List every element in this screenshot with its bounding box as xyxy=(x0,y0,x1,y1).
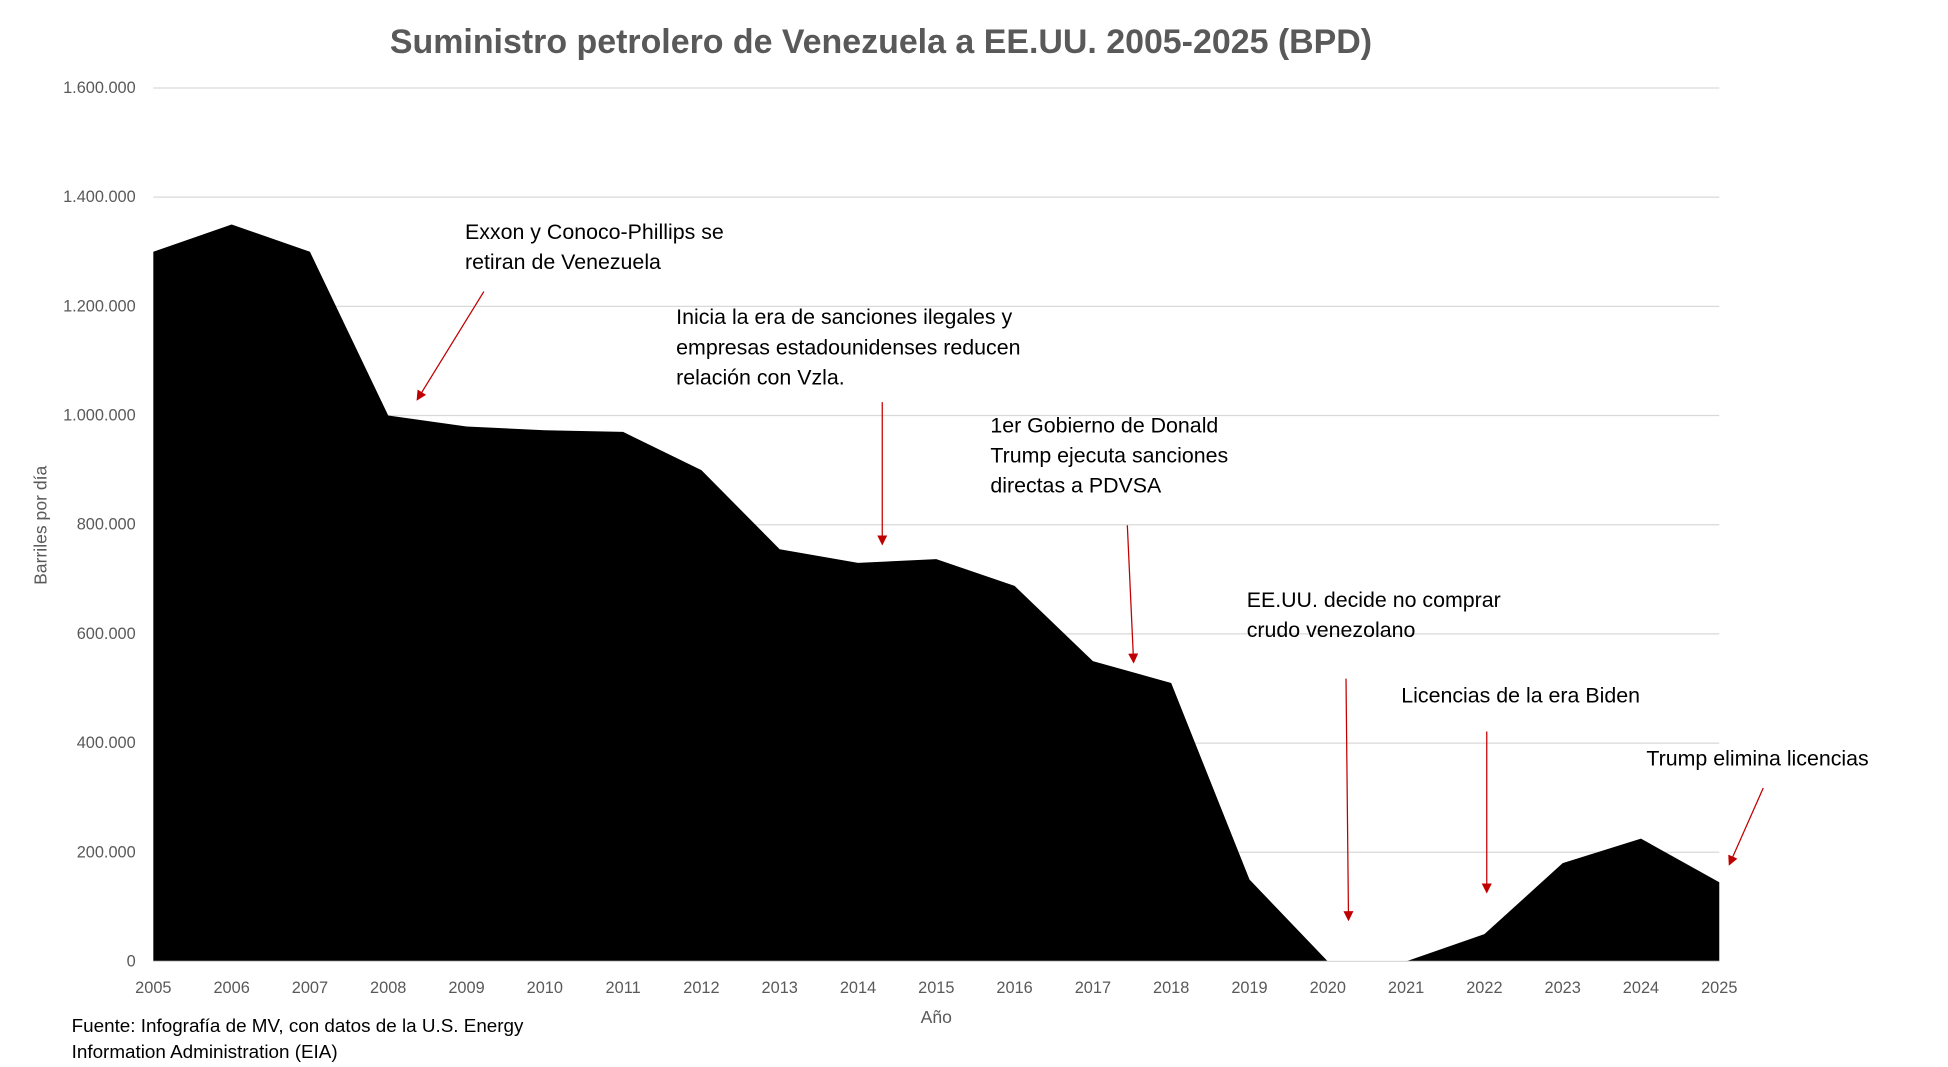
annotation-text: EE.UU. decide no comprar xyxy=(1247,588,1501,612)
x-tick-label: 2025 xyxy=(1701,979,1737,997)
annotation-text: retiran de Venezuela xyxy=(465,250,661,274)
source-note-line-1: Fuente: Infografía de MV, con datos de l… xyxy=(72,1015,524,1036)
x-tick-label: 2019 xyxy=(1231,979,1267,997)
annotation: 1er Gobierno de Donald Trump ejecuta sanc… xyxy=(990,413,1228,664)
annotation-arrow-icon xyxy=(1126,525,1139,664)
y-tick-label: 400.000 xyxy=(77,734,136,752)
annotations: Exxon y Conoco-Phillips se retiran de Ven… xyxy=(416,220,1869,922)
x-tick-label: 2020 xyxy=(1310,979,1346,997)
y-tick-label: 800.000 xyxy=(77,516,136,534)
area-series xyxy=(153,224,1720,962)
x-tick-label: 2017 xyxy=(1075,979,1111,997)
y-tick-label: 1.400.000 xyxy=(63,188,136,206)
y-tick-label: 1.000.000 xyxy=(63,407,136,425)
x-tick-label: 2010 xyxy=(527,979,563,997)
annotation: Licencias de la era Biden xyxy=(1401,684,1640,894)
y-tick-labels: 0 200.000 400.000 600.000 800.000 1.000.000 1.… xyxy=(63,79,136,970)
x-tick-label: 2022 xyxy=(1466,979,1502,997)
annotation-text: relación con Vzla. xyxy=(676,366,845,390)
y-tick-label: 600.000 xyxy=(77,625,136,643)
y-tick-label: 1.200.000 xyxy=(63,297,136,315)
annotation-text: Trump ejecuta sanciones xyxy=(990,443,1228,467)
chart-title: Suministro petrolero de Venezuela a EE.U… xyxy=(390,23,1372,61)
x-tick-label: 2024 xyxy=(1623,979,1659,997)
x-tick-label: 2011 xyxy=(606,979,641,997)
annotation-text: 1er Gobierno de Donald xyxy=(990,413,1218,437)
annotation: EE.UU. decide no comprar crudo venezolano xyxy=(1247,588,1501,922)
x-tick-label: 2006 xyxy=(213,979,249,997)
x-tick-label: 2015 xyxy=(918,979,954,997)
x-tick-label: 2008 xyxy=(370,979,406,997)
x-tick-label: 2012 xyxy=(683,979,719,997)
annotation-text: directas a PDVSA xyxy=(990,474,1162,498)
annotation: Exxon y Conoco-Phillips se retiran de Ven… xyxy=(416,220,724,401)
x-tick-label: 2016 xyxy=(996,979,1032,997)
y-tick-label: 1.600.000 xyxy=(63,79,136,97)
x-tick-label: 2014 xyxy=(840,979,876,997)
annotation: Inicia la era de sanciones ilegales y emp… xyxy=(676,305,1021,546)
annotation-arrow-icon xyxy=(416,291,485,401)
x-tick-label: 2018 xyxy=(1153,979,1189,997)
x-axis-label: Año xyxy=(921,1007,953,1027)
x-tick-label: 2023 xyxy=(1545,979,1581,997)
annotation: Trump elimina licencias xyxy=(1646,746,1869,866)
x-tick-labels: 2005 2006 2007 2008 2009 2010 2011 2012 2013 2014… xyxy=(135,979,1737,997)
annotation-text: Trump elimina licencias xyxy=(1646,746,1868,770)
annotation-text: Exxon y Conoco-Phillips se xyxy=(465,220,724,244)
x-tick-label: 2009 xyxy=(448,979,484,997)
x-tick-label: 2021 xyxy=(1388,979,1424,997)
source-note-line-2: Information Administration (EIA) xyxy=(72,1041,338,1062)
x-tick-label: 2005 xyxy=(135,979,171,997)
annotation-text: crudo venezolano xyxy=(1247,618,1416,642)
annotation-arrow-icon xyxy=(1728,787,1764,866)
y-tick-label: 200.000 xyxy=(77,843,136,861)
x-tick-label: 2007 xyxy=(292,979,328,997)
annotation-text: Inicia la era de sanciones ilegales y xyxy=(676,305,1012,329)
annotation-text: empresas estadounidenses reducen xyxy=(676,335,1020,359)
y-tick-label: 0 xyxy=(127,952,136,970)
x-tick-label: 2013 xyxy=(762,979,798,997)
annotation-text: Licencias de la era Biden xyxy=(1401,684,1640,708)
annotation-arrow-icon xyxy=(1343,678,1354,922)
y-axis-label: Barriles por día xyxy=(31,466,51,585)
